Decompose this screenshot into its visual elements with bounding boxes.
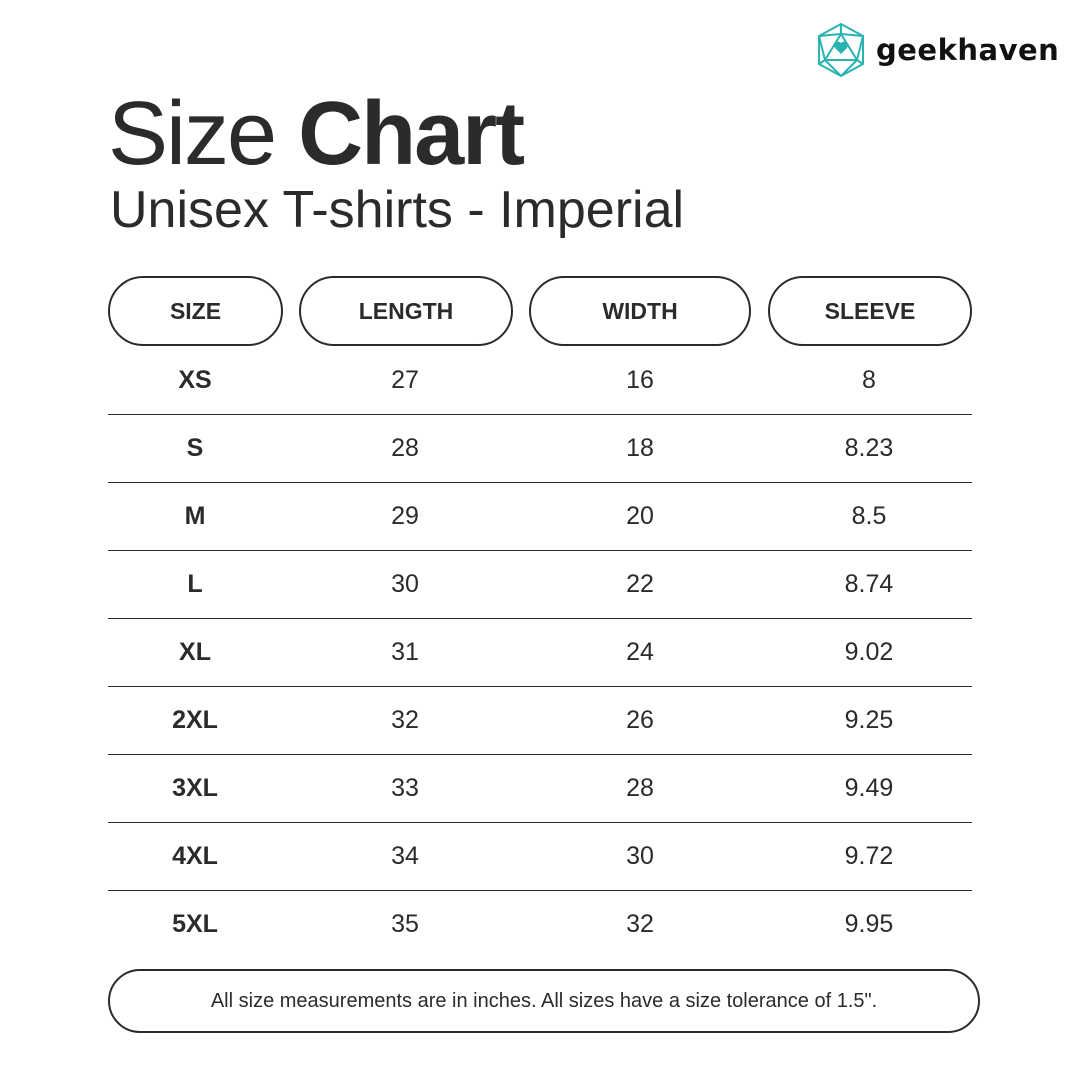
table-row: 2XL 32 26 9.25 xyxy=(108,686,972,755)
cell-size: 3XL xyxy=(172,774,218,802)
table-row: 5XL 35 32 9.95 xyxy=(108,890,972,958)
title-light: Size xyxy=(108,84,277,184)
page-subtitle: Unisex T-shirts - Imperial xyxy=(110,181,685,239)
cell-size: 2XL xyxy=(172,706,218,734)
table-row: M 29 20 8.5 xyxy=(108,482,972,551)
cell-length: 33 xyxy=(391,774,419,802)
header-sleeve: SLEEVE xyxy=(768,276,972,346)
cell-length: 31 xyxy=(391,638,419,666)
brand-name: geekhaven xyxy=(876,33,1060,67)
cell-size: S xyxy=(186,434,204,462)
cell-sleeve: 8 xyxy=(862,366,876,394)
table-row: L 30 22 8.74 xyxy=(108,550,972,619)
table-row: XL 31 24 9.02 xyxy=(108,618,972,687)
cell-length: 29 xyxy=(391,502,419,530)
cell-sleeve: 8.5 xyxy=(851,502,887,530)
cell-length: 35 xyxy=(391,910,419,938)
cell-sleeve: 9.72 xyxy=(844,842,894,870)
header-size: SIZE xyxy=(108,276,283,346)
cell-size: L xyxy=(187,570,203,598)
cell-width: 26 xyxy=(626,706,654,734)
cell-width: 18 xyxy=(626,434,654,462)
table-row: 4XL 34 30 9.72 xyxy=(108,822,972,891)
cell-size: 5XL xyxy=(172,910,218,938)
table-row: XS 27 16 8 xyxy=(108,346,972,415)
cell-size: XL xyxy=(179,638,211,666)
cell-length: 27 xyxy=(391,366,419,394)
cell-size: M xyxy=(184,502,206,530)
cell-sleeve: 9.25 xyxy=(844,706,894,734)
cell-sleeve: 8.74 xyxy=(844,570,894,598)
cell-width: 30 xyxy=(626,842,654,870)
cell-sleeve: 9.02 xyxy=(844,638,894,666)
footer-note: All size measurements are in inches. All… xyxy=(108,969,980,1033)
cell-length: 28 xyxy=(391,434,419,462)
cell-sleeve: 8.23 xyxy=(844,434,894,462)
page-title: Size Chart xyxy=(108,84,525,184)
brand-logo: geekhaven xyxy=(816,22,1059,78)
cell-width: 24 xyxy=(626,638,654,666)
cell-size: 4XL xyxy=(172,842,218,870)
cell-width: 28 xyxy=(626,774,654,802)
cell-sleeve: 9.49 xyxy=(844,774,894,802)
cell-width: 20 xyxy=(626,502,654,530)
cell-sleeve: 9.95 xyxy=(844,910,894,938)
cell-length: 34 xyxy=(391,842,419,870)
cell-width: 32 xyxy=(626,910,654,938)
cell-length: 32 xyxy=(391,706,419,734)
header-width: WIDTH xyxy=(529,276,751,346)
table-row: S 28 18 8.23 xyxy=(108,414,972,483)
d20-heart-icon xyxy=(818,22,864,78)
cell-length: 30 xyxy=(391,570,419,598)
cell-size: XS xyxy=(178,366,212,394)
cell-width: 22 xyxy=(626,570,654,598)
cell-width: 16 xyxy=(626,366,654,394)
title-bold: Chart xyxy=(298,84,525,184)
header-length: LENGTH xyxy=(299,276,513,346)
table-row: 3XL 33 28 9.49 xyxy=(108,754,972,823)
